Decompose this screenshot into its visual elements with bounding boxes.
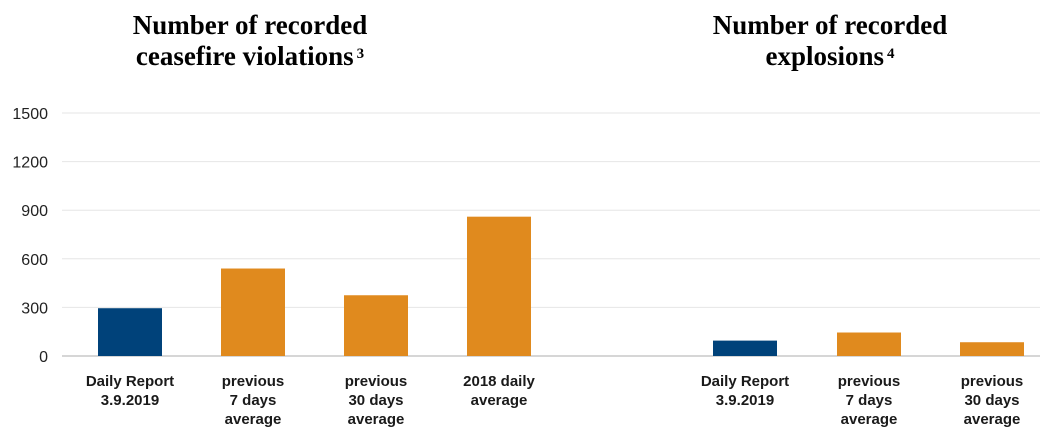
y-tick-label: 1500: [12, 106, 48, 123]
title-ceasefire-footnote: 3: [356, 46, 365, 62]
bar: [98, 308, 162, 356]
x-category-label: Daily Report 3.9.2019: [701, 373, 789, 409]
title-explosions-text: Number of recorded explosions: [712, 10, 948, 71]
bar: [837, 332, 901, 356]
bar: [960, 342, 1024, 356]
x-category-label: previous 30 days average: [961, 373, 1024, 428]
x-category-label: previous 7 days average: [222, 373, 285, 428]
x-category-label: Daily Report 3.9.2019: [86, 373, 174, 409]
x-category-label: 2018 daily average: [463, 373, 535, 409]
bar: [713, 340, 777, 356]
y-tick-label: 1200: [12, 155, 48, 172]
y-tick-label: 0: [39, 349, 48, 366]
bar: [221, 268, 285, 356]
chart-title-explosions: Number of recorded explosions 4: [660, 10, 1000, 72]
chart-title-ceasefire-violations: Number of recorded ceasefire violations 3: [90, 10, 410, 72]
title-ceasefire-text: Number of recorded ceasefire violations: [132, 10, 368, 71]
x-category-label: previous 7 days average: [838, 373, 901, 428]
x-category-label: previous 30 days average: [345, 373, 408, 428]
bar: [344, 295, 408, 356]
y-tick-label: 900: [21, 203, 48, 220]
y-tick-label: 300: [21, 300, 48, 317]
y-tick-label: 600: [21, 252, 48, 269]
bar: [467, 216, 531, 356]
title-explosions-footnote: 4: [887, 46, 895, 62]
